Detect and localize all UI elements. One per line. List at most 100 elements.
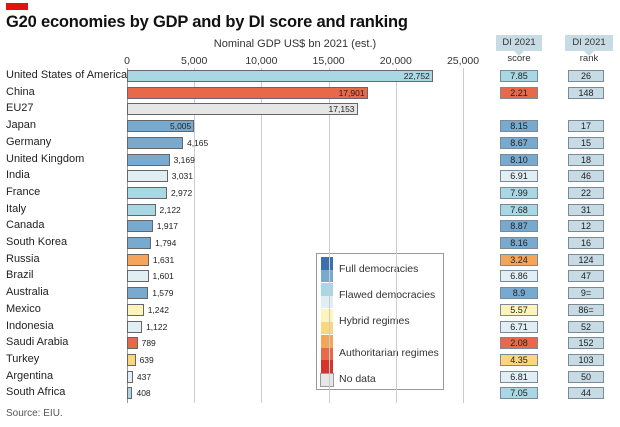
x-tick-label: 10,000 <box>245 55 278 67</box>
gdp-bar <box>127 220 153 233</box>
country-label: United States of America <box>6 69 128 81</box>
score-header: DI 2021 score <box>496 35 542 64</box>
di-score-box: 4.35 <box>500 353 538 366</box>
di-score-box: 2.08 <box>500 337 538 350</box>
di-score-box: 6.71 <box>500 320 538 333</box>
x-tick-label: 20,000 <box>379 55 412 67</box>
di-rank-box: 16 <box>568 237 604 249</box>
gdp-bar <box>127 103 358 116</box>
source-note: Source: EIU. <box>6 408 63 419</box>
gdp-value-label: 17,153 <box>328 104 355 115</box>
legend-label: Full democracies <box>339 262 419 275</box>
di-rank-box: 44 <box>568 387 604 400</box>
gdp-bar <box>127 287 149 300</box>
di-rank-box: 52 <box>568 320 604 333</box>
di-rank-box: 124 <box>568 253 604 266</box>
gdp-value-label: 1,242 <box>147 304 169 315</box>
brand-logo-bar <box>6 3 28 10</box>
gdp-bar <box>127 203 156 216</box>
di-rank-box: 9= <box>568 287 604 300</box>
gdp-value-label: 4,165 <box>186 137 209 148</box>
legend-swatch <box>321 360 333 373</box>
gdp-bar <box>127 153 170 166</box>
gdp-value-label: 22,752 <box>403 71 430 81</box>
legend-label: Flawed democracies <box>339 288 436 301</box>
di-score-box: 7.05 <box>500 387 538 400</box>
di-rank-box: 103 <box>568 353 604 366</box>
gdp-value-label: 3,031 <box>171 171 194 182</box>
country-label: South Africa <box>6 386 66 399</box>
country-label: Turkey <box>6 352 40 365</box>
x-tick-label: 15,000 <box>312 55 345 67</box>
gdp-value-label: 1,579 <box>152 288 174 299</box>
country-label: India <box>6 169 30 182</box>
gdp-value-label: 1,601 <box>152 271 174 282</box>
di-rank-box: 12 <box>568 220 604 233</box>
di-score-box: 5.57 <box>500 303 538 316</box>
gdp-bar <box>127 320 143 333</box>
country-label: Russia <box>6 252 40 265</box>
gridline <box>261 68 263 403</box>
gdp-bar <box>127 86 368 99</box>
gdp-bar <box>127 353 136 366</box>
di-score-box: 8.9 <box>500 287 538 300</box>
country-label: Canada <box>6 219 45 232</box>
di-rank-box: 18 <box>568 153 604 166</box>
gdp-bar <box>127 170 168 183</box>
legend-swatch <box>321 309 333 322</box>
x-tick-label: 0 <box>124 55 130 67</box>
gdp-value-label: 2,972 <box>170 187 193 198</box>
country-label: Mexico <box>6 302 41 315</box>
legend-swatch <box>321 295 333 308</box>
country-label: China <box>6 85 35 98</box>
di-rank-box: 31 <box>568 203 604 216</box>
legend-swatch <box>321 335 333 348</box>
gdp-value-label: 639 <box>139 354 154 365</box>
rank-header: DI 2021 rank <box>565 35 613 64</box>
di-score-box: 3.24 <box>500 253 538 266</box>
di-score-box: 7.99 <box>500 186 538 199</box>
di-rank-box: 50 <box>568 370 604 383</box>
country-label: Argentina <box>6 369 54 382</box>
country-label: EU27 <box>6 102 34 115</box>
country-label: Indonesia <box>6 319 54 332</box>
legend-swatch <box>320 372 334 387</box>
di-rank-box: 152 <box>568 337 604 350</box>
country-label: Australia <box>6 286 49 299</box>
gdp-value-label: 408 <box>136 388 151 399</box>
di-score-box: 8.67 <box>500 136 538 149</box>
legend-label: Hybrid regimes <box>339 314 410 327</box>
di-rank-box: 15 <box>568 136 604 149</box>
di-rank-box: 17 <box>568 120 604 133</box>
gridline <box>328 68 330 403</box>
gdp-bar <box>127 337 138 350</box>
gridline <box>463 68 464 403</box>
x-tick-label: 5,000 <box>181 55 208 67</box>
legend-swatch <box>321 347 333 360</box>
gdp-value-label: 1,794 <box>155 238 177 248</box>
gdp-value-label: 3,169 <box>173 154 195 165</box>
gdp-bar <box>127 186 167 199</box>
di-score-box: 7.68 <box>500 203 538 216</box>
country-label: United Kingdom <box>6 152 85 165</box>
gdp-value-label: 1,917 <box>156 221 179 232</box>
gdp-bar <box>127 370 133 383</box>
legend-swatch <box>321 257 333 270</box>
legend-label: Authoritarian regimes <box>339 346 439 359</box>
gdp-value-label: 1,631 <box>152 254 175 265</box>
di-score-box: 7.85 <box>500 70 538 82</box>
gridline <box>395 68 397 403</box>
gdp-value-label: 5,005 <box>169 121 192 132</box>
country-label: Japan <box>6 119 36 132</box>
legend-swatch <box>321 283 333 296</box>
legend: Full democracies Flawed democracies Hybrid… <box>316 253 444 390</box>
gdp-value-label: 2,122 <box>159 204 181 215</box>
legend-label: No data <box>339 372 376 385</box>
di-score-box: 2.21 <box>500 86 538 99</box>
gdp-bar <box>127 120 195 133</box>
di-score-box: 8.10 <box>500 153 538 166</box>
country-label: Saudi Arabia <box>6 336 69 349</box>
gdp-bar <box>127 303 144 316</box>
di-score-box: 8.16 <box>500 237 538 249</box>
